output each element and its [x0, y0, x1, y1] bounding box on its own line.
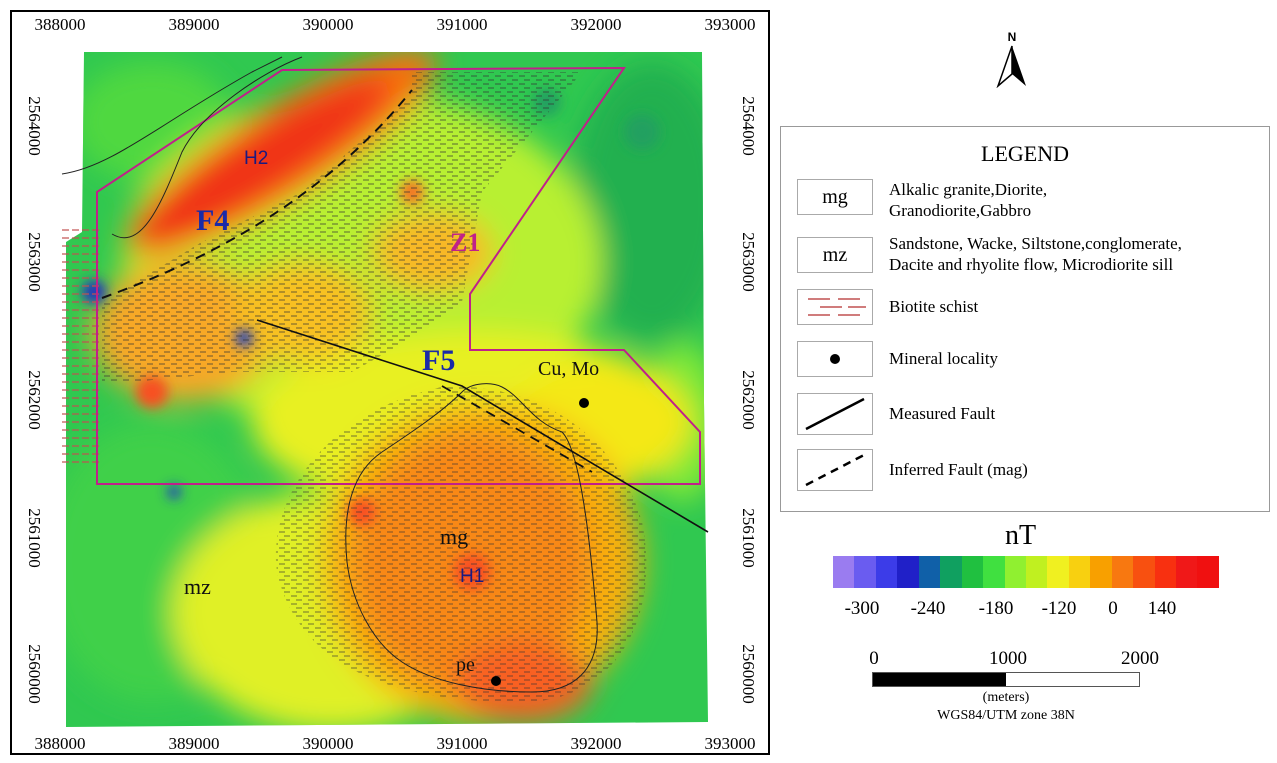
x-coord-bottom: 390000 — [302, 734, 354, 753]
colorbar-swatch — [1133, 556, 1155, 588]
colorbar-swatch — [918, 556, 941, 588]
north-label: N — [1007, 30, 1017, 44]
scale-label: 2000 — [1121, 648, 1159, 669]
scale-unit: (meters) — [982, 690, 1030, 705]
colorbar-swatch — [1154, 556, 1176, 588]
north-arrow-icon — [996, 45, 1026, 88]
dashed-line-icon — [797, 449, 873, 491]
x-coord-top: 391000 — [436, 15, 488, 34]
colorbar-tick: -120 — [1041, 598, 1077, 619]
y-coord-right: 2562000 — [739, 370, 758, 430]
schist-pattern-icon — [797, 289, 873, 325]
x-coord-top: 390000 — [302, 15, 354, 34]
scale-label: 1000 — [989, 648, 1027, 669]
dot-icon — [797, 341, 873, 377]
fault-label-f4: F4 — [196, 204, 230, 237]
x-coord-top: 392000 — [570, 15, 622, 34]
x-coord-top: 388000 — [34, 15, 86, 34]
y-coord-left: 2561000 — [25, 508, 44, 568]
anomaly-label-h2: H2 — [244, 148, 269, 169]
x-coord-top: 393000 — [704, 15, 756, 34]
scale-bar — [872, 672, 1140, 687]
colorbar-tick: 140 — [1147, 598, 1177, 619]
colorbar-tick: 0 — [1108, 598, 1118, 619]
scale-bar-black-segment — [873, 673, 1006, 686]
mineral-label-cu-mo: Cu, Mo — [538, 358, 600, 380]
x-coord-bottom: 391000 — [436, 734, 488, 753]
north-arrow: N — [996, 30, 1028, 90]
unit-label-mg: mg — [440, 524, 469, 549]
legend-text-biotite-schist: Biotite schist — [889, 297, 979, 316]
colorbar-swatch — [897, 556, 919, 588]
scale-label: 0 — [869, 648, 879, 669]
x-coord-bottom: 393000 — [704, 734, 756, 753]
colorbar — [833, 556, 1219, 588]
map-frame: 388000 389000 390000 391000 392000 39300… — [10, 10, 770, 755]
scale-bar-white-segment — [1006, 673, 1139, 686]
colorbar-swatch — [961, 556, 984, 588]
solid-line-icon — [797, 393, 873, 435]
colorbar-tick: -240 — [910, 598, 946, 619]
colorbar-swatch — [854, 556, 876, 588]
y-coord-left: 2562000 — [25, 370, 44, 430]
legend-text-mineral-locality: Mineral locality — [889, 349, 999, 368]
legend-title: LEGEND — [981, 141, 1069, 166]
projection-label: WGS84/UTM zone 38N — [937, 708, 1075, 723]
fault-label-f5: F5 — [422, 344, 456, 377]
anomaly-label-h1: H1 — [460, 566, 485, 587]
legend-symbol-mg: mg — [797, 179, 873, 215]
legend-text-mz: Sandstone, Wacke, Siltstone,conglomerate… — [889, 234, 1182, 274]
colorbar-swatch — [1197, 556, 1219, 588]
x-coord-bottom: 388000 — [34, 734, 86, 753]
mineral-label-pe: pe — [456, 654, 475, 676]
colorbar-swatch — [1004, 556, 1026, 588]
y-coord-left: 2563000 — [25, 232, 44, 292]
zone-label-z1: Z1 — [450, 228, 481, 257]
colorbar-title: nT — [1005, 520, 1037, 551]
legend-symbol-mz: mz — [797, 237, 873, 273]
colorbar-tick: -300 — [844, 598, 880, 619]
x-coord-bottom: 389000 — [168, 734, 220, 753]
colorbar-swatch — [1025, 556, 1048, 588]
colorbar-swatch — [833, 556, 855, 588]
x-coord-bottom: 392000 — [570, 734, 622, 753]
y-coord-right: 2564000 — [739, 96, 758, 156]
colorbar-swatch — [1047, 556, 1069, 588]
x-coord-top: 389000 — [168, 15, 220, 34]
colorbar-swatch — [1176, 556, 1198, 588]
colorbar-swatch — [1068, 556, 1091, 588]
y-coord-left: 2564000 — [25, 96, 44, 156]
colorbar-tick: -180 — [978, 598, 1014, 619]
colorbar-swatch — [1111, 556, 1134, 588]
y-coord-right: 2561000 — [739, 508, 758, 568]
colorbar-swatch — [940, 556, 962, 588]
legend-text-mg: Alkalic granite,Diorite, Granodiorite,Ga… — [889, 180, 1048, 220]
colorbar-swatch — [875, 556, 898, 588]
colorbar-swatch — [1090, 556, 1112, 588]
y-coord-left: 2560000 — [25, 644, 44, 704]
unit-label-mz: mz — [184, 574, 211, 599]
y-coord-right: 2560000 — [739, 644, 758, 704]
legend-text-inferred-fault: Inferred Fault (mag) — [889, 460, 1028, 479]
colorbar-swatch — [983, 556, 1005, 588]
y-coord-right: 2563000 — [739, 232, 758, 292]
legend-panel: LEGEND mg Alkalic granite,Diorite, Grano… — [780, 126, 1270, 512]
legend-text-measured-fault: Measured Fault — [889, 404, 996, 423]
magnetic-anomaly-map — [60, 52, 709, 727]
